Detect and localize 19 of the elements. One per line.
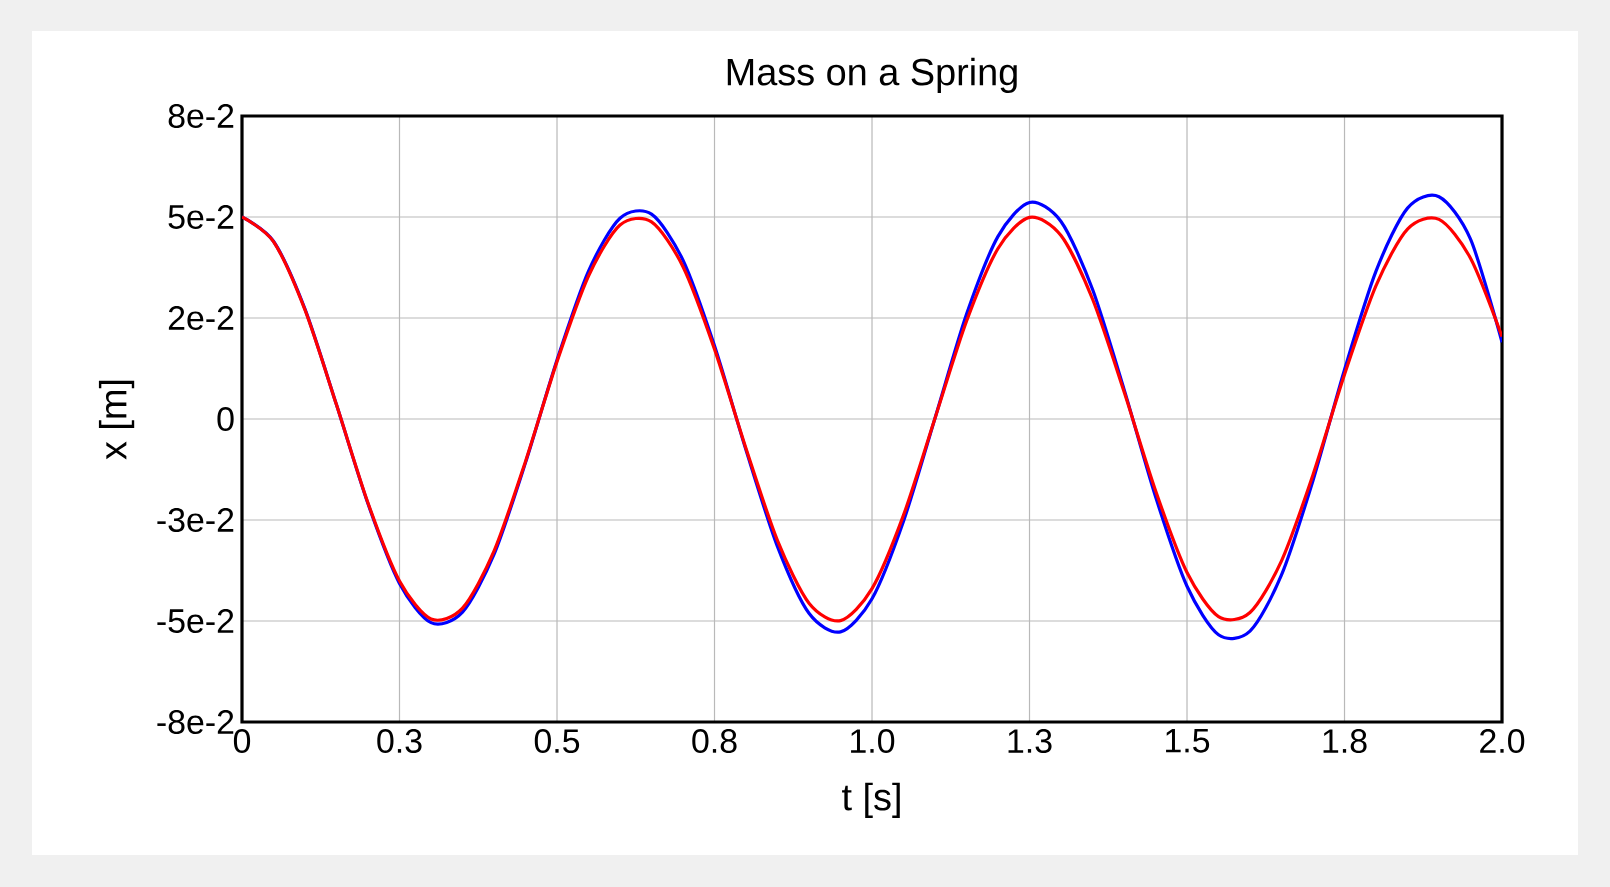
y-tick-label: 5e-2 bbox=[168, 204, 234, 229]
x-tick-label: 1.0 bbox=[851, 729, 895, 754]
x-tick-label: 1.3 bbox=[1008, 729, 1052, 754]
x-axis-title: t [s] bbox=[842, 782, 900, 818]
y-tick-label: 2e-2 bbox=[168, 306, 234, 330]
y-tick-label: -5e-2 bbox=[157, 609, 234, 633]
y-tick-label: 0 bbox=[217, 407, 234, 431]
x-tick-label: 0.5 bbox=[534, 729, 580, 754]
x-tick-label: 0.8 bbox=[692, 729, 737, 754]
x-tick-label: 0.3 bbox=[377, 729, 422, 754]
y-tick-label: 8e-2 bbox=[168, 103, 234, 128]
x-tick-label: 0 bbox=[233, 729, 251, 754]
y-tick-label: -8e-2 bbox=[157, 710, 234, 734]
x-tick-label: 1.8 bbox=[1323, 729, 1367, 754]
x-tick-label: 1.5 bbox=[1166, 729, 1210, 753]
x-tick-label: 2.0 bbox=[1480, 729, 1525, 754]
chart-title: Mass on a Spring bbox=[727, 57, 1017, 93]
y-tick-label: -3e-2 bbox=[157, 508, 234, 532]
y-axis-title: x [m] bbox=[98, 380, 135, 460]
